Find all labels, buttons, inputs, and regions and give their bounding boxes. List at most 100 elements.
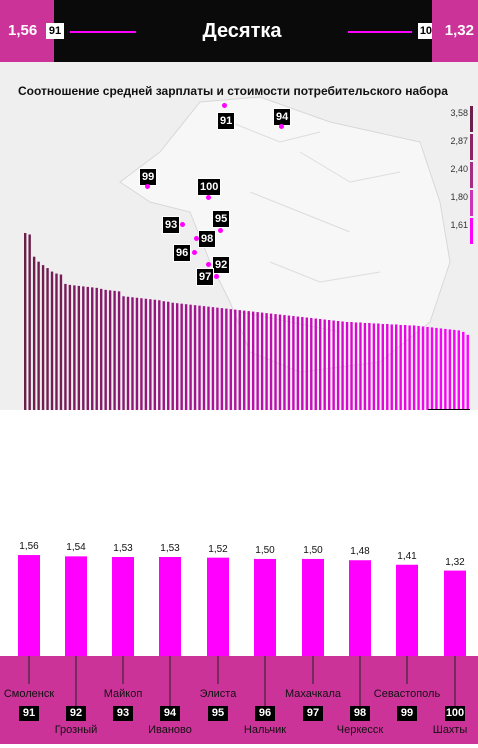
- ranking-bar: [341, 321, 344, 410]
- ranking-bar: [269, 313, 273, 410]
- legend-swatch: [470, 190, 473, 216]
- city-label: Черкесск: [336, 724, 384, 736]
- value-label: 1,50: [303, 544, 323, 556]
- ranking-bar: [37, 261, 40, 410]
- ranking-bar: [41, 265, 45, 410]
- ranking-bar: [466, 334, 469, 410]
- ranking-bar: [117, 291, 121, 410]
- legend-swatch: [470, 134, 473, 160]
- ranking-bar: [95, 287, 98, 410]
- map-marker-dot: [218, 228, 223, 233]
- ranking-bar: [99, 288, 103, 410]
- ranking-bar: [46, 268, 49, 410]
- ranking-bar: [417, 325, 420, 410]
- ranking-bar: [126, 296, 130, 410]
- ranking-bar: [207, 306, 210, 410]
- ranking-bar: [144, 298, 148, 410]
- ranking-bar: [292, 316, 295, 410]
- ranking-bar: [198, 305, 201, 410]
- header-left-rank: 91: [46, 23, 64, 39]
- ranking-bar: [296, 316, 300, 410]
- ranking-bar: [421, 326, 425, 410]
- ranking-bar: [377, 323, 380, 410]
- ranking-bar: [305, 317, 309, 410]
- ranking-bar: [372, 323, 376, 410]
- ranking-bar: [202, 306, 206, 410]
- ranking-bar: [283, 315, 286, 410]
- rank-badge: 95: [208, 706, 228, 721]
- ranking-bar: [332, 320, 335, 410]
- map-marker-label: 96: [173, 244, 192, 262]
- legend-label: 1,80: [450, 192, 468, 202]
- ranking-bar: [108, 290, 112, 410]
- map-marker-dot: [206, 262, 211, 267]
- legend-label: 3,58: [450, 108, 468, 118]
- ranking-bar: [403, 324, 407, 410]
- map-marker-dot: [192, 250, 197, 255]
- ranking-bar: [140, 298, 143, 410]
- outsider-bar: [349, 560, 371, 656]
- ranking-bar: [86, 286, 89, 410]
- map-marker-dot: [145, 184, 150, 189]
- ranking-bar: [243, 310, 246, 410]
- ranking-bar: [131, 297, 134, 410]
- outsider-bar: [207, 557, 229, 656]
- ranking-bar: [162, 301, 165, 410]
- ranking-bar: [395, 324, 398, 410]
- ranking-bar: [28, 234, 31, 410]
- ranking-bar: [256, 312, 259, 410]
- ranking-bar: [104, 289, 107, 410]
- legend-label: 2,40: [450, 164, 468, 174]
- ranking-bar: [247, 311, 250, 410]
- ranking-bar: [193, 305, 197, 410]
- ranking-bar: [234, 309, 237, 410]
- map-marker-label: 93: [162, 216, 181, 234]
- map-marker-dot: [279, 124, 284, 129]
- map-marker-dot: [194, 236, 199, 241]
- ranking-bar: [229, 309, 233, 410]
- city-label: Смоленск: [3, 688, 55, 700]
- ranking-bar: [175, 303, 179, 410]
- ranking-bar: [82, 286, 85, 410]
- ranking-bar: [435, 327, 438, 410]
- value-label: 1,32: [445, 556, 465, 568]
- ranking-bar: [64, 283, 67, 410]
- city-label: Нальчик: [243, 724, 287, 736]
- ranking-bar: [153, 299, 157, 410]
- ranking-bar: [135, 297, 139, 410]
- rank-badge: 99: [397, 706, 417, 721]
- ranking-bar: [453, 329, 456, 410]
- rank-badge: 93: [113, 706, 133, 721]
- value-label: 1,53: [113, 543, 133, 554]
- rank-badge: 96: [255, 706, 275, 721]
- ranking-bar: [274, 314, 277, 410]
- ranking-bar: [180, 303, 183, 410]
- ranking-bar: [278, 314, 282, 410]
- ranking-bar: [327, 320, 331, 410]
- value-label: 1,56: [19, 541, 39, 553]
- ranking-bar: [462, 331, 465, 410]
- map-marker-label: 92: [212, 256, 231, 274]
- ranking-bar: [189, 304, 192, 410]
- ranking-bar: [171, 302, 174, 410]
- ranking-bar: [457, 330, 460, 410]
- ranking-bar: [350, 321, 353, 410]
- map-marker-dot: [222, 103, 227, 108]
- ranking-bar: [32, 256, 36, 410]
- legend-label: 1,61: [450, 220, 468, 230]
- ranking-bar: [323, 319, 326, 410]
- ranking-bar: [77, 285, 81, 410]
- ranking-bar: [68, 284, 72, 410]
- header-right-line: [348, 31, 412, 33]
- ranking-bar: [359, 322, 362, 410]
- city-label: Севастополь: [373, 688, 441, 700]
- ranking-bar: [225, 308, 228, 410]
- outsider-bar: [444, 570, 466, 656]
- ranking-bar: [390, 324, 393, 410]
- rank-badge: 98: [350, 706, 370, 721]
- value-label: 1,48: [350, 546, 370, 558]
- ranking-bar: [412, 325, 416, 410]
- map-marker-label: 95: [212, 210, 231, 228]
- ranking-bar: [368, 322, 371, 410]
- map-marker-dot: [206, 195, 211, 200]
